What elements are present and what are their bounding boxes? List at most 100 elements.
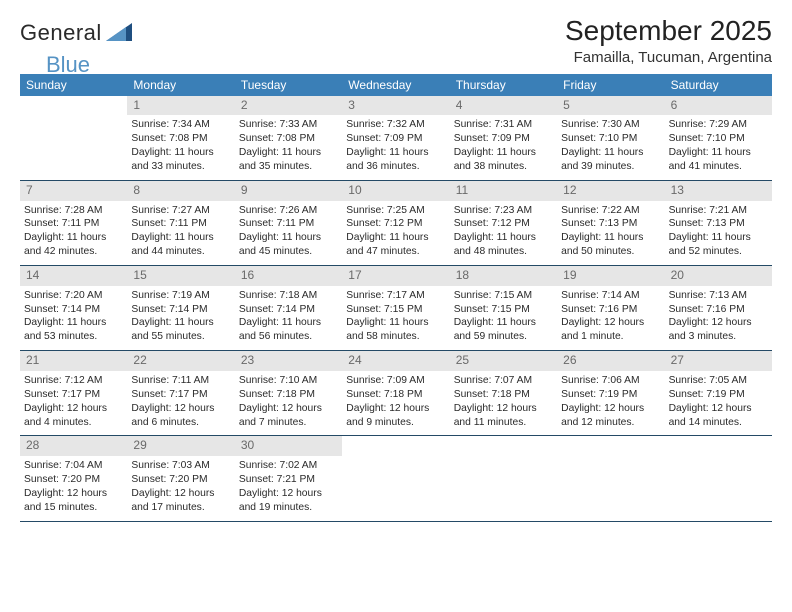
days-of-week-header: SundayMondayTuesdayWednesdayThursdayFrid… <box>20 74 772 96</box>
daylight-line: Daylight: 11 hours and 48 minutes. <box>454 231 553 259</box>
week-row: 14Sunrise: 7:20 AMSunset: 7:14 PMDayligh… <box>20 266 772 351</box>
day-cell: 21Sunrise: 7:12 AMSunset: 7:17 PMDayligh… <box>20 351 127 435</box>
sunset-line: Sunset: 7:16 PM <box>669 303 768 317</box>
day-details: Sunrise: 7:22 AMSunset: 7:13 PMDaylight:… <box>557 201 664 260</box>
sunrise-line: Sunrise: 7:33 AM <box>239 118 338 132</box>
logo-triangle-icon <box>106 23 132 41</box>
week-row: 1Sunrise: 7:34 AMSunset: 7:08 PMDaylight… <box>20 96 772 181</box>
sunrise-line: Sunrise: 7:14 AM <box>561 289 660 303</box>
sunset-line: Sunset: 7:13 PM <box>669 217 768 231</box>
day-number: 8 <box>127 181 234 201</box>
calendar: SundayMondayTuesdayWednesdayThursdayFrid… <box>20 74 772 602</box>
sunset-line: Sunset: 7:21 PM <box>239 473 338 487</box>
day-number: 6 <box>665 96 772 116</box>
day-cell: 5Sunrise: 7:30 AMSunset: 7:10 PMDaylight… <box>557 96 664 180</box>
sunrise-line: Sunrise: 7:27 AM <box>131 204 230 218</box>
day-details: Sunrise: 7:14 AMSunset: 7:16 PMDaylight:… <box>557 286 664 345</box>
daylight-line: Daylight: 11 hours and 38 minutes. <box>454 146 553 174</box>
sunset-line: Sunset: 7:14 PM <box>24 303 123 317</box>
day-details: Sunrise: 7:25 AMSunset: 7:12 PMDaylight:… <box>342 201 449 260</box>
sunset-line: Sunset: 7:11 PM <box>239 217 338 231</box>
dow-cell: Tuesday <box>235 74 342 96</box>
day-details: Sunrise: 7:04 AMSunset: 7:20 PMDaylight:… <box>20 456 127 515</box>
dow-cell: Monday <box>127 74 234 96</box>
sunset-line: Sunset: 7:15 PM <box>454 303 553 317</box>
daylight-line: Daylight: 11 hours and 41 minutes. <box>669 146 768 174</box>
day-number: 23 <box>235 351 342 371</box>
sunrise-line: Sunrise: 7:02 AM <box>239 459 338 473</box>
dow-cell: Thursday <box>450 74 557 96</box>
week-row: 7Sunrise: 7:28 AMSunset: 7:11 PMDaylight… <box>20 181 772 266</box>
sunrise-line: Sunrise: 7:10 AM <box>239 374 338 388</box>
sunset-line: Sunset: 7:19 PM <box>561 388 660 402</box>
sunrise-line: Sunrise: 7:04 AM <box>24 459 123 473</box>
sunrise-line: Sunrise: 7:03 AM <box>131 459 230 473</box>
day-cell: 29Sunrise: 7:03 AMSunset: 7:20 PMDayligh… <box>127 436 234 520</box>
day-number: 11 <box>450 181 557 201</box>
sunrise-line: Sunrise: 7:25 AM <box>346 204 445 218</box>
day-details: Sunrise: 7:26 AMSunset: 7:11 PMDaylight:… <box>235 201 342 260</box>
day-cell: 1Sunrise: 7:34 AMSunset: 7:08 PMDaylight… <box>127 96 234 180</box>
daylight-line: Daylight: 12 hours and 7 minutes. <box>239 402 338 430</box>
sunset-line: Sunset: 7:18 PM <box>239 388 338 402</box>
sunset-line: Sunset: 7:14 PM <box>239 303 338 317</box>
day-details: Sunrise: 7:20 AMSunset: 7:14 PMDaylight:… <box>20 286 127 345</box>
day-number: 20 <box>665 266 772 286</box>
day-number: 30 <box>235 436 342 456</box>
logo-word-2: Blue <box>46 52 90 78</box>
day-details: Sunrise: 7:34 AMSunset: 7:08 PMDaylight:… <box>127 115 234 174</box>
sunset-line: Sunset: 7:15 PM <box>346 303 445 317</box>
sunset-line: Sunset: 7:12 PM <box>346 217 445 231</box>
dow-cell: Saturday <box>665 74 772 96</box>
daylight-line: Daylight: 12 hours and 9 minutes. <box>346 402 445 430</box>
day-cell: 6Sunrise: 7:29 AMSunset: 7:10 PMDaylight… <box>665 96 772 180</box>
day-cell: 7Sunrise: 7:28 AMSunset: 7:11 PMDaylight… <box>20 181 127 265</box>
day-number: 15 <box>127 266 234 286</box>
day-details: Sunrise: 7:27 AMSunset: 7:11 PMDaylight:… <box>127 201 234 260</box>
day-cell-empty <box>665 436 772 520</box>
daylight-line: Daylight: 12 hours and 12 minutes. <box>561 402 660 430</box>
daylight-line: Daylight: 12 hours and 17 minutes. <box>131 487 230 515</box>
daylight-line: Daylight: 12 hours and 1 minute. <box>561 316 660 344</box>
daylight-line: Daylight: 11 hours and 53 minutes. <box>24 316 123 344</box>
daylight-line: Daylight: 12 hours and 15 minutes. <box>24 487 123 515</box>
day-cell: 4Sunrise: 7:31 AMSunset: 7:09 PMDaylight… <box>450 96 557 180</box>
sunrise-line: Sunrise: 7:20 AM <box>24 289 123 303</box>
day-details: Sunrise: 7:32 AMSunset: 7:09 PMDaylight:… <box>342 115 449 174</box>
sunset-line: Sunset: 7:10 PM <box>561 132 660 146</box>
day-details: Sunrise: 7:09 AMSunset: 7:18 PMDaylight:… <box>342 371 449 430</box>
daylight-line: Daylight: 12 hours and 14 minutes. <box>669 402 768 430</box>
week-row: 28Sunrise: 7:04 AMSunset: 7:20 PMDayligh… <box>20 436 772 521</box>
day-number: 22 <box>127 351 234 371</box>
daylight-line: Daylight: 11 hours and 36 minutes. <box>346 146 445 174</box>
day-cell: 14Sunrise: 7:20 AMSunset: 7:14 PMDayligh… <box>20 266 127 350</box>
daylight-line: Daylight: 11 hours and 33 minutes. <box>131 146 230 174</box>
day-number: 14 <box>20 266 127 286</box>
sunrise-line: Sunrise: 7:19 AM <box>131 289 230 303</box>
day-cell: 24Sunrise: 7:09 AMSunset: 7:18 PMDayligh… <box>342 351 449 435</box>
day-number: 1 <box>127 96 234 116</box>
day-number: 19 <box>557 266 664 286</box>
day-cell-empty <box>450 436 557 520</box>
sunset-line: Sunset: 7:18 PM <box>454 388 553 402</box>
sunset-line: Sunset: 7:11 PM <box>131 217 230 231</box>
daylight-line: Daylight: 11 hours and 44 minutes. <box>131 231 230 259</box>
daylight-line: Daylight: 11 hours and 47 minutes. <box>346 231 445 259</box>
sunrise-line: Sunrise: 7:07 AM <box>454 374 553 388</box>
day-number: 5 <box>557 96 664 116</box>
day-details: Sunrise: 7:31 AMSunset: 7:09 PMDaylight:… <box>450 115 557 174</box>
day-details: Sunrise: 7:15 AMSunset: 7:15 PMDaylight:… <box>450 286 557 345</box>
day-details: Sunrise: 7:21 AMSunset: 7:13 PMDaylight:… <box>665 201 772 260</box>
daylight-line: Daylight: 11 hours and 55 minutes. <box>131 316 230 344</box>
daylight-line: Daylight: 11 hours and 42 minutes. <box>24 231 123 259</box>
daylight-line: Daylight: 12 hours and 6 minutes. <box>131 402 230 430</box>
sunset-line: Sunset: 7:08 PM <box>239 132 338 146</box>
day-details: Sunrise: 7:11 AMSunset: 7:17 PMDaylight:… <box>127 371 234 430</box>
day-number: 26 <box>557 351 664 371</box>
day-details: Sunrise: 7:03 AMSunset: 7:20 PMDaylight:… <box>127 456 234 515</box>
day-number: 28 <box>20 436 127 456</box>
day-cell: 15Sunrise: 7:19 AMSunset: 7:14 PMDayligh… <box>127 266 234 350</box>
day-cell: 13Sunrise: 7:21 AMSunset: 7:13 PMDayligh… <box>665 181 772 265</box>
day-number: 24 <box>342 351 449 371</box>
daylight-line: Daylight: 12 hours and 4 minutes. <box>24 402 123 430</box>
